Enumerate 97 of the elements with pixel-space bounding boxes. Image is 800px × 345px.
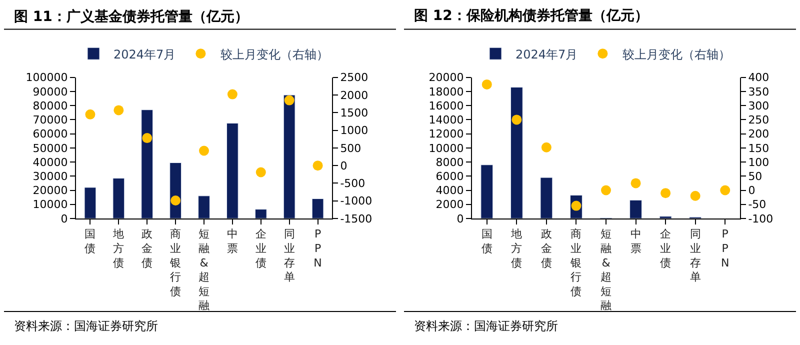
y-tick-label: 14000 [428, 114, 464, 127]
point [256, 167, 266, 178]
x-tick-label: 同业存单 [690, 228, 701, 284]
x-tick-label: 地方债 [510, 228, 522, 270]
y-tick-label: 50000 [32, 142, 68, 155]
y2-tick-label: 1000 [340, 124, 368, 138]
point [199, 146, 209, 156]
y2-tick-label: 350 [748, 85, 770, 98]
y2-tick-label: 0 [748, 184, 756, 198]
x-tick-label: 政金债 [540, 228, 552, 270]
bar [312, 198, 324, 218]
y2-tick-label: 300 [748, 99, 770, 112]
point [512, 114, 522, 125]
point [284, 95, 294, 106]
point [482, 79, 492, 90]
x-tick-label: 同业存单 [284, 228, 295, 284]
y2-tick-label: -1500 [340, 212, 372, 226]
y2-tick-label: 1500 [340, 106, 368, 120]
chart-title: 图 11：广义基金债券托管量（亿元） [14, 8, 248, 25]
bar [254, 209, 267, 218]
y-tick-label: 40000 [32, 156, 68, 169]
x-tick-label: 短融&超短融 [600, 228, 612, 312]
bar [112, 178, 125, 218]
y-tick-label: 100000 [26, 71, 68, 84]
x-tick-label: 企业债 [255, 228, 266, 270]
point [720, 185, 730, 196]
y-tick-label: 20000 [428, 71, 464, 84]
y-tick-label: 10000 [32, 198, 68, 212]
x-tick-label: 企业债 [660, 228, 672, 270]
legend-label: 2024年7月 [114, 47, 176, 62]
bar [226, 122, 238, 218]
bar [630, 200, 642, 218]
x-tick-label: PPN [314, 228, 322, 270]
x-tick-label: 中票 [630, 228, 642, 255]
point [170, 195, 181, 206]
y2-tick-label: -1000 [340, 194, 372, 208]
y-tick-label: 0 [60, 212, 68, 226]
y-tick-label: 0 [456, 212, 464, 226]
y2-tick-label: 2500 [340, 71, 368, 84]
y-tick-label: 70000 [32, 114, 68, 127]
y2-tick-label: -500 [340, 177, 366, 190]
y2-tick-label: 400 [748, 71, 770, 84]
point [312, 160, 323, 171]
y-tick-label: 10000 [428, 142, 464, 155]
x-tick-label: 国债 [84, 228, 96, 255]
bar [84, 187, 96, 218]
point [630, 178, 641, 188]
y-tick-label: 18000 [428, 85, 464, 98]
y2-tick-label: 2000 [340, 88, 368, 102]
y2-tick-label: 500 [340, 142, 362, 155]
bar [540, 177, 553, 218]
point [114, 105, 124, 116]
y2-tick-label: 250 [748, 114, 770, 127]
x-tick-label: 商业银行债 [570, 228, 582, 298]
y2-tick-label: 200 [748, 128, 770, 141]
x-tick-label: 商业银行债 [169, 228, 182, 298]
point [660, 188, 671, 198]
point [85, 109, 96, 120]
point [142, 133, 152, 144]
y-tick-label: 16000 [428, 99, 464, 112]
text: 资料来源：国海证券研究所 [414, 319, 558, 333]
legend-label: 较上月变化（右轴） [220, 47, 329, 62]
y-tick-label: 90000 [32, 85, 68, 98]
x-tick-label: 中票 [226, 228, 238, 255]
y-tick-label: 12000 [428, 128, 464, 141]
point [227, 89, 238, 100]
y2-tick-label: 50 [748, 170, 762, 183]
point [541, 142, 552, 152]
point [601, 185, 611, 196]
y-tick-label: 6000 [436, 170, 464, 183]
bar [198, 196, 210, 218]
bar [141, 110, 154, 218]
bar [480, 164, 494, 218]
legend-label: 2024年7月 [516, 47, 578, 62]
bar [510, 87, 523, 218]
y-tick-label: 4000 [436, 184, 464, 198]
y2-tick-label: -50 [748, 198, 766, 212]
y2-tick-label: 100 [748, 156, 770, 169]
x-tick-label: 地方债 [112, 228, 124, 270]
x-tick-label: 国债 [481, 228, 492, 255]
y2-tick-label: 150 [748, 142, 770, 155]
point [690, 190, 700, 201]
y-tick-label: 30000 [32, 170, 68, 183]
y-tick-label: 60000 [32, 128, 68, 141]
y-tick-label: 2000 [436, 198, 464, 212]
x-tick-label: 政金债 [142, 228, 153, 270]
text: 资料来源：国海证券研究所 [14, 319, 158, 333]
y2-tick-label: 0 [340, 159, 348, 172]
y-tick-label: 8000 [436, 156, 464, 169]
x-tick-label: 短融&超短融 [198, 228, 210, 312]
y2-tick-label: -100 [748, 212, 774, 226]
y-tick-label: 80000 [32, 99, 68, 112]
x-tick-label: PPN [720, 228, 730, 270]
chart-title: 图 12：保险机构债券托管量（亿元） [414, 8, 648, 24]
y-tick-label: 20000 [32, 184, 68, 198]
bar [283, 94, 296, 218]
legend-label: 较上月变化（右轴） [622, 47, 731, 62]
